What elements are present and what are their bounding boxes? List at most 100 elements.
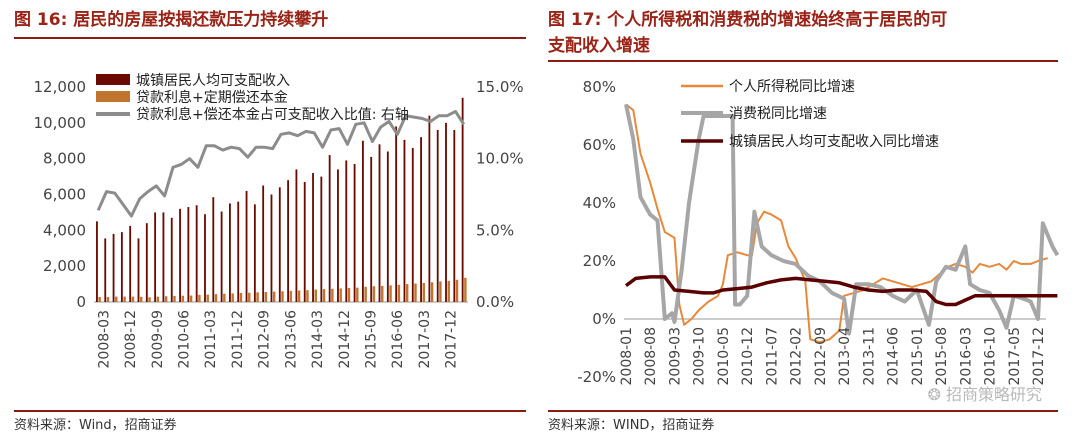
loan-bar bbox=[256, 292, 259, 302]
loan-bar bbox=[181, 295, 184, 302]
legend-swatch bbox=[96, 91, 130, 102]
right-x-tick-label: 2008-08 bbox=[643, 327, 659, 386]
x-tick-label: 2014-03 bbox=[310, 310, 326, 369]
x-tick-label: 2014-12 bbox=[337, 310, 353, 369]
income-bar bbox=[253, 204, 256, 302]
right-chart-y-tick-label: 80% bbox=[583, 78, 616, 96]
x-tick-label: 2009-09 bbox=[150, 310, 166, 369]
x-tick-label: 2012-09 bbox=[257, 310, 273, 369]
legend-label: 城镇居民人均可支配收入同比增速 bbox=[729, 134, 939, 150]
income-bar bbox=[104, 238, 107, 302]
right-x-tick-label: 2008-01 bbox=[619, 327, 635, 386]
left-y-tick-label: 8,000 bbox=[43, 150, 86, 168]
right-chart-y-tick-label: 20% bbox=[583, 252, 616, 270]
income-bar bbox=[320, 176, 323, 302]
x-tick-label: 2011-03 bbox=[203, 310, 219, 369]
watermark-text: 招商策略研究 bbox=[945, 385, 1042, 404]
x-tick-label: 2010-06 bbox=[177, 310, 193, 369]
series-line bbox=[624, 103, 1060, 336]
left-chart-panel: 图 16: 居民的房屋按揭还款压力持续攀升 0 2,000 4,000 6,000 8,… bbox=[0, 0, 530, 445]
loan-bar bbox=[173, 295, 176, 302]
x-tick-label: 2008-03 bbox=[96, 310, 112, 369]
legend-label: 消费税同比增速 bbox=[729, 106, 827, 122]
loan-bar bbox=[281, 291, 284, 302]
income-bar bbox=[395, 126, 398, 303]
loan-bar bbox=[98, 296, 101, 302]
loan-bar bbox=[198, 294, 201, 302]
right-x-tick-label: 2015-01 bbox=[910, 327, 926, 386]
x-tick-label: 2015-09 bbox=[364, 310, 380, 369]
income-bar bbox=[162, 212, 165, 302]
loan-bar bbox=[356, 287, 359, 302]
x-tick-label: 2013-06 bbox=[283, 310, 299, 369]
loan-bar bbox=[339, 288, 342, 302]
legend-label: 贷款利息+定期偿还本金 bbox=[136, 89, 288, 106]
right-chart-panel: 图 17: 个人所得税和消费税的增速始终高于居民的可 支配收入增速 -20% 0%… bbox=[546, 0, 1060, 445]
loan-bar bbox=[414, 283, 417, 302]
income-bar bbox=[312, 173, 314, 302]
right-y-tick-label: 15.0% bbox=[476, 78, 524, 96]
income-bar bbox=[403, 139, 406, 302]
x-tick-label: 2017-12 bbox=[444, 310, 460, 369]
income-bar bbox=[137, 238, 140, 302]
series-line bbox=[625, 103, 1048, 344]
left-y-tick-label: 12,000 bbox=[34, 78, 87, 96]
income-bar bbox=[245, 190, 248, 302]
right-x-tick-label: 2010-05 bbox=[716, 327, 732, 386]
loan-bar bbox=[322, 289, 326, 302]
income-bar bbox=[112, 233, 115, 302]
legend-label: 城镇居民人均可支配收入 bbox=[136, 73, 290, 89]
left-source-rule bbox=[14, 410, 526, 412]
income-bar bbox=[353, 164, 356, 302]
loan-bar bbox=[106, 296, 110, 302]
income-bar bbox=[170, 217, 173, 302]
income-bar bbox=[278, 187, 281, 302]
left-y-tick-label: 2,000 bbox=[43, 257, 86, 275]
income-bar bbox=[453, 130, 456, 302]
right-y-tick-label: 0.0% bbox=[476, 293, 514, 311]
loan-bar bbox=[381, 285, 384, 302]
income-bar bbox=[96, 221, 98, 302]
loan-bar bbox=[430, 282, 434, 302]
loan-bar bbox=[223, 293, 226, 302]
loan-bar bbox=[214, 294, 218, 302]
right-x-tick-label: 2011-07 bbox=[764, 327, 780, 386]
loan-bar bbox=[140, 296, 143, 302]
right-chart-title-line2: 支配收入增速 bbox=[548, 36, 650, 56]
loan-bar bbox=[347, 288, 351, 302]
legend-label: 个人所得税同比增速 bbox=[729, 78, 855, 95]
loan-bar bbox=[331, 288, 334, 302]
income-bar bbox=[436, 130, 439, 302]
income-bar bbox=[220, 211, 223, 302]
watermark: ❂ 招商策略研究 bbox=[927, 381, 1042, 405]
x-tick-label: 2017-03 bbox=[417, 310, 433, 369]
loan-bar bbox=[447, 280, 450, 302]
watermark-icon: ❂ bbox=[927, 385, 941, 404]
right-x-tick-label: 2016-10 bbox=[983, 327, 999, 386]
loan-bar bbox=[123, 296, 126, 302]
loan-bar bbox=[264, 291, 268, 302]
loan-bar bbox=[397, 284, 401, 302]
loan-bar bbox=[455, 279, 459, 302]
right-chart-y-tick-label: 40% bbox=[583, 194, 616, 212]
loan-bar bbox=[115, 296, 118, 302]
left-chart-title: 图 16: 居民的房屋按揭还款压力持续攀升 bbox=[14, 10, 329, 30]
loan-bar bbox=[439, 281, 442, 302]
loan-bar bbox=[289, 290, 293, 302]
loan-bar bbox=[248, 292, 251, 302]
left-y-tick-label: 4,000 bbox=[43, 221, 86, 239]
left-source: 资料来源：Wind，招商证券 bbox=[14, 418, 177, 433]
loan-bar bbox=[306, 290, 309, 302]
income-bar bbox=[345, 160, 348, 302]
loan-bar bbox=[364, 286, 367, 302]
right-y-tick-label: 10.0% bbox=[476, 150, 524, 168]
income-bar bbox=[303, 181, 306, 302]
left-y-tick-label: 0 bbox=[76, 293, 86, 311]
right-x-tick-label: 2013-11 bbox=[861, 327, 877, 386]
right-chart-y-tick-label: -20% bbox=[577, 368, 616, 386]
right-x-tick-label: 2009-03 bbox=[668, 327, 684, 386]
loan-bar bbox=[405, 284, 409, 302]
right-x-tick-label: 2012-02 bbox=[789, 327, 805, 386]
loan-bar bbox=[314, 289, 317, 302]
income-bar bbox=[195, 205, 198, 302]
